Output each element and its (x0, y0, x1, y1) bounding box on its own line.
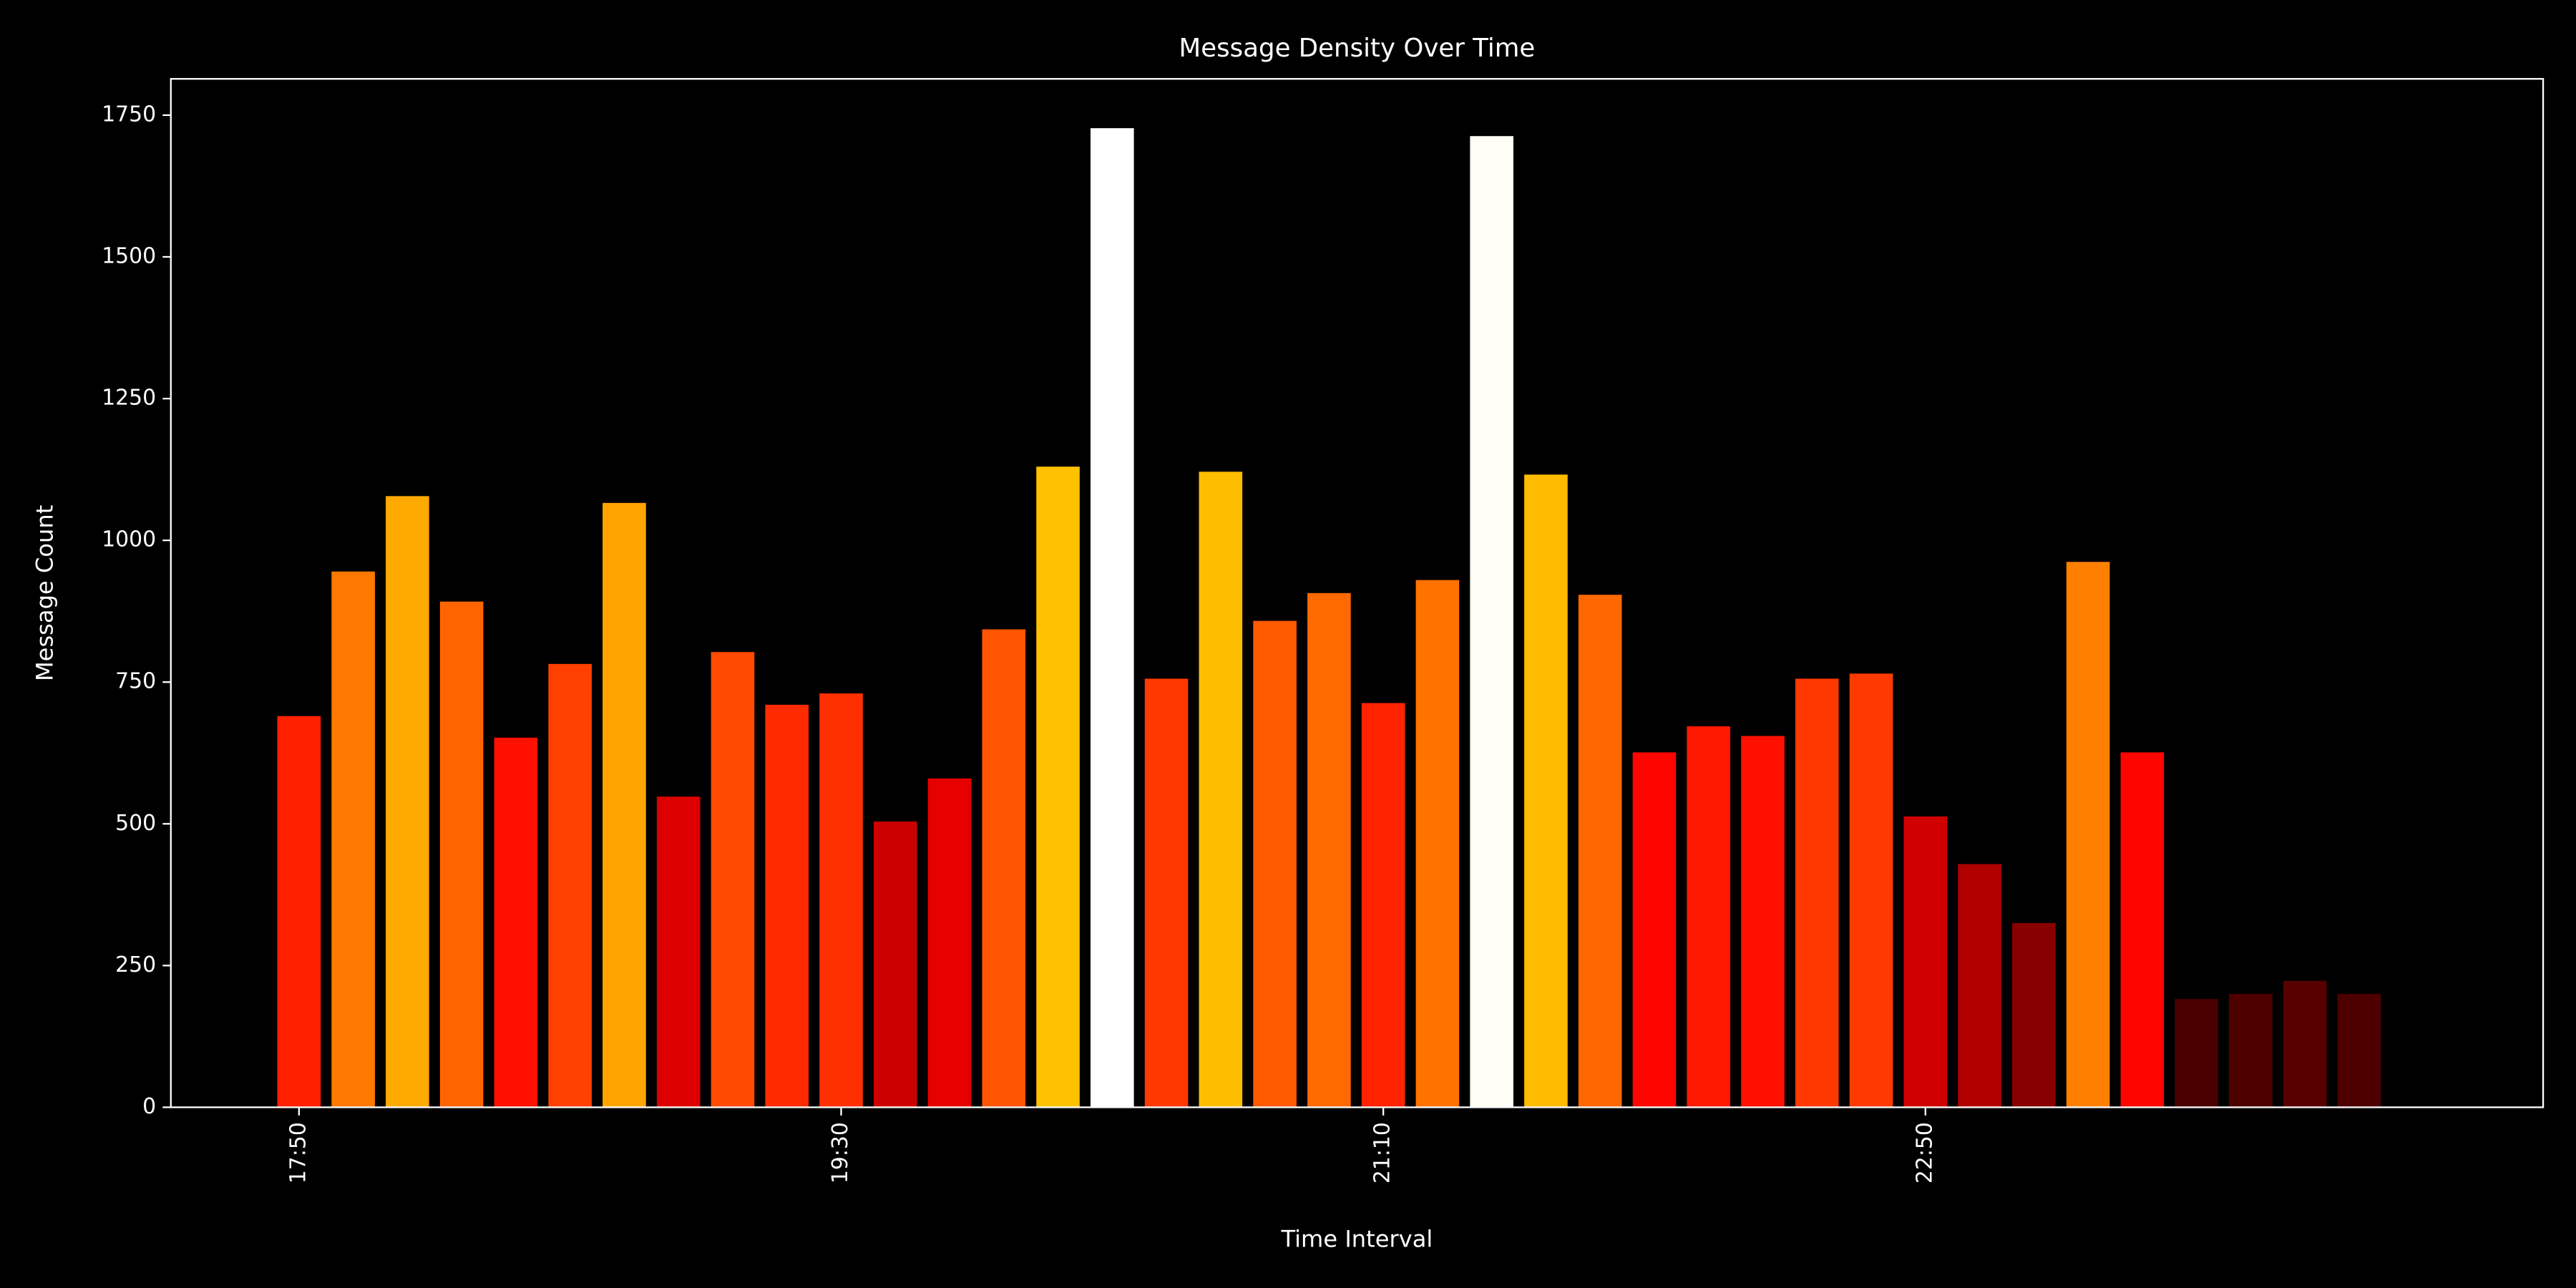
bar (1632, 752, 1677, 1108)
y-tick-label: 1500 (102, 243, 156, 268)
y-axis-label: Message Count (31, 505, 58, 681)
plot-frame (170, 78, 2545, 1108)
y-tick-label: 750 (115, 669, 156, 694)
bar (602, 502, 646, 1108)
bar (331, 571, 375, 1108)
bar (2066, 562, 2110, 1108)
bar (1091, 128, 1134, 1108)
bar (982, 629, 1026, 1108)
bar (1687, 726, 1731, 1108)
y-tick-label: 1750 (102, 102, 156, 127)
chart-title: Message Density Over Time (1179, 34, 1536, 63)
x-tick-label: 21:10 (1370, 1122, 1395, 1184)
bar (2120, 752, 2165, 1108)
bar (1903, 816, 1948, 1108)
y-tick-label: 1250 (102, 386, 156, 411)
y-tick-label: 1000 (102, 527, 156, 552)
bar (873, 821, 917, 1108)
bar (1849, 673, 1893, 1108)
bar (1524, 474, 1568, 1108)
bar (2337, 993, 2381, 1108)
x-tick-label: 19:30 (828, 1122, 853, 1184)
bar (1253, 620, 1297, 1108)
bar (765, 704, 809, 1108)
bar (494, 737, 538, 1108)
bar (1361, 703, 1405, 1108)
bar (439, 601, 484, 1108)
y-tick-label: 250 (115, 952, 156, 977)
bar (2012, 922, 2056, 1108)
y-tick-label: 500 (115, 811, 156, 836)
bar (1415, 580, 1460, 1108)
bar (819, 693, 863, 1108)
bar (1144, 678, 1189, 1108)
bar (386, 496, 429, 1108)
bar (2283, 980, 2327, 1108)
bar (1470, 136, 1513, 1108)
y-tick-label: 0 (142, 1094, 156, 1119)
bar (656, 796, 701, 1108)
bar (548, 663, 592, 1108)
bar (1741, 736, 1785, 1108)
bar (1795, 678, 1839, 1108)
bar (711, 652, 755, 1108)
x-tick-label: 22:50 (1912, 1122, 1937, 1184)
x-axis-label: Time Interval (1280, 1225, 1433, 1252)
bar (1578, 595, 1622, 1108)
x-tick-label: 17:50 (286, 1122, 311, 1184)
bar (1958, 864, 2001, 1108)
bar (2229, 993, 2273, 1108)
bar (2175, 999, 2218, 1108)
bar (1307, 592, 1351, 1108)
bar (1036, 467, 1080, 1108)
bar (277, 716, 321, 1108)
bar (927, 778, 972, 1108)
bar (1199, 472, 1243, 1108)
